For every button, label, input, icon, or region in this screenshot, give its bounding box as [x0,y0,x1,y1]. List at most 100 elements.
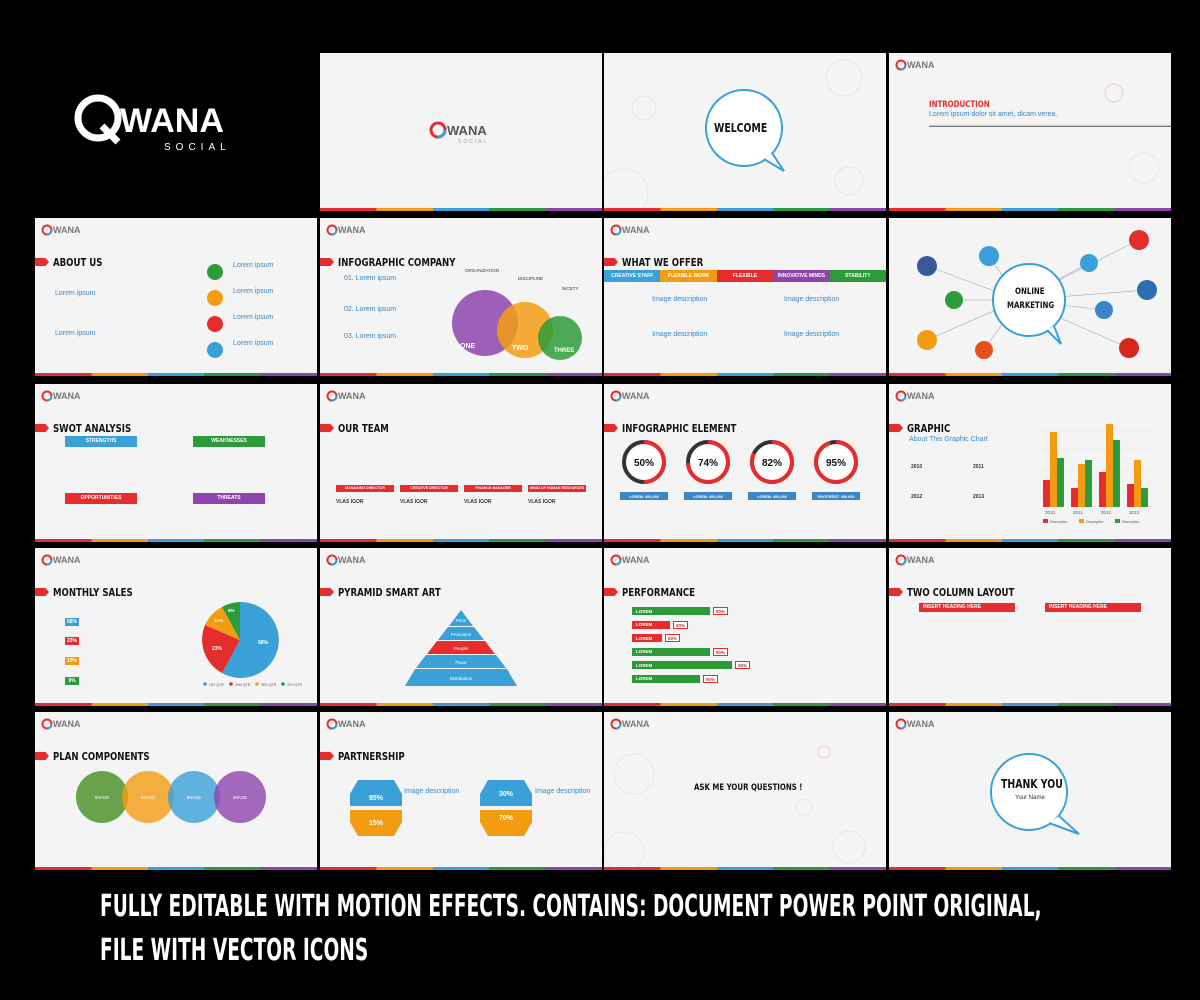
intro-text: ▬▬▬▬▬▬▬▬▬▬▬▬▬▬▬▬▬▬▬▬▬▬▬▬▬▬▬▬▬▬▬▬▬▬▬▬▬▬▬▬… [929,123,1171,128]
slide-questions[interactable]: WANA ASK ME YOUR QUESTIONS ! [604,712,886,870]
slide-plan-components[interactable]: WANA PLAN COMPONENTS IMAGE IMAGE IMAGE I… [35,712,317,870]
infocompany-item-2: 02. Lorem ipsum [344,306,397,313]
svg-text:WANA: WANA [622,391,650,401]
svg-text:WANA: WANA [338,719,366,729]
intro-title: INTRODUCTION [929,100,990,110]
mini-logo: WANA [610,224,650,236]
infocompany-title: INFOGRAPHIC COMPANY [320,256,489,269]
venn-label-3: THREE [554,348,574,354]
partner-val-1: 85% [369,795,384,802]
svg-text:WANA: WANA [338,225,366,235]
slide-infographic-element[interactable]: WANA INFOGRAPHIC ELEMENT 50% LOREM: 400,0… [604,384,886,542]
offer-desc-3: Image description [652,331,708,338]
about-item-4: Lorem ipsum [233,340,274,347]
svg-text:SOCIAL: SOCIAL [458,139,488,145]
mini-logo: WANA [41,718,81,730]
slide-swot[interactable]: WANA SWOT ANALYSIS STRENGTHS WEAKNESSES … [35,384,317,542]
slide-thank-you[interactable]: WANA THANK YOU Your Name [889,712,1171,870]
graphic-subtitle: About This Graphic Chart [909,436,988,443]
slide-welcome[interactable]: WELCOME [604,53,886,211]
sales-pie-chart: 58% 23% 10% 9% 1ST QTR 2ND QTR 3RD QTR 4… [202,601,302,687]
brand-tag: SOCIAL [164,142,231,153]
graphic-year-2: 2011 [973,464,984,470]
svg-text:WANA: WANA [907,719,935,729]
ring-progress-3 [750,440,794,484]
mini-logo: WANA [326,718,366,730]
graphic-year-3: 2012 [911,494,923,500]
sales-pct-4: 9% [65,677,79,685]
svg-text:WANA: WANA [622,719,650,729]
pie-legend-2: 2ND QTR [235,683,251,687]
swot-weaknesses: WEAKNESSES [193,436,265,447]
graphic-tick-4: 2013 [1129,510,1140,515]
slide-introduction[interactable]: WANA INTRODUCTION Lorem ipsum dolor sit … [889,53,1171,211]
slide-partnership[interactable]: WANA PARTNERSHIP 85% 15% 30% 70% Image d… [320,712,602,870]
slide-about-us[interactable]: WANA ABOUT US Lorem ipsum Lorem ipsum Lo… [35,218,317,376]
welcome-title: WELCOME [714,121,768,135]
slide-graphic[interactable]: WANA GRAPHIC About This Graphic Chart 20… [889,384,1171,542]
mini-logo: WANA [895,554,935,566]
offer-desc-1: Image description [652,296,708,303]
pyramid-level-3: People [454,646,469,651]
slide-two-column[interactable]: WANA TWO COLUMN LAYOUT INSERT HEADING HE… [889,548,1171,706]
slide-our-team[interactable]: WANA OUR TEAM MANAGING DIRECTOR VLAS IGOR… [320,384,602,542]
partner-desc-1: Image description [404,788,460,795]
offer-tab-5: STABILITY [829,270,886,282]
infoelement-rings: 50% LOREM: 400,000 74% LOREM: 400,000 82% LOR… [620,440,860,500]
pyramid-level-1: Price [456,618,467,623]
about-sub-2: Lorem ipsum [55,330,96,337]
mini-logo: WANA [895,718,935,730]
perf-bar-4 [632,647,710,656]
pyramid-chart: Price Promotion People Place Distributio… [405,610,517,686]
team-role-1: MANAGING DIRECTOR [336,485,394,492]
mini-logo: WANA [610,390,650,402]
sales-title: MONTHLY SALES [35,586,155,599]
slide-what-we-offer[interactable]: WANA WHAT WE OFFER CREATIVE STAFF FLEXIB… [604,218,886,376]
about-item-1: Lorem ipsum [233,262,274,269]
twocol-heading-2: INSERT HEADING HERE [1045,603,1141,612]
pie-label-2: 23% [212,646,223,652]
graphic-tick-3: 2012 [1101,510,1112,515]
partner-desc-2: Image description [535,788,591,795]
pie-legend-3: 3RD QTR [261,683,277,687]
footer-line-1: FULLY EDITABLE WITH MOTION EFFECTS. CONT… [100,889,1042,924]
team-member-1: VLAS IGOR [336,499,364,505]
plan-title: PLAN COMPONENTS [35,750,177,763]
twocol-title: TWO COLUMN LAYOUT [889,586,1045,599]
svg-text:WANA: WANA [447,123,487,138]
plan-label-1: IMAGE [95,795,110,800]
pyramid-title: PYRAMID SMART ART [320,586,470,599]
mini-logo: WANA [41,554,81,566]
slide-pyramid[interactable]: WANA PYRAMID SMART ART Price Promotion P… [320,548,602,706]
slide-cover[interactable]: WANA SOCIAL [320,53,602,211]
venn-top-3: NICETY [562,286,579,291]
team-role-4: HEAD OF HUMAN RESOURCES [528,485,586,492]
perf-label-2: LOREM [636,622,653,627]
svg-text:WANA: WANA [907,391,935,401]
slide-monthly-sales[interactable]: WANA MONTHLY SALES 58% 23% 10% 9% 58% 23… [35,548,317,706]
slide-performance[interactable]: WANA PERFORMANCE LOREM 80% LOREM 50% LOREM 60… [604,548,886,706]
venn-label-2: TWO [512,345,529,352]
perf-value-5: 95% [735,661,751,669]
venn-label-1: ONE [460,343,476,350]
slide-online-marketing[interactable]: ONLINE MARKETING [889,218,1171,376]
graphic-tick-2: 2011 [1073,510,1083,515]
perf-value-2: 50% [673,620,689,629]
svg-text:WANA: WANA [622,555,650,565]
perf-label-5: LOREM [636,662,653,668]
thanks-name: Your Name [1015,795,1045,801]
pie-legend-4: 4TH QTR [287,683,302,687]
perf-bar-3 [632,634,662,642]
perf-bar-5 [632,661,732,669]
mini-logo: WANA [326,554,366,566]
pyramid-level-2: Promotion [451,632,472,637]
svg-text:WANA: WANA [338,555,366,565]
perf-bar-6 [632,674,700,683]
offer-tab-1: CREATIVE STAFF [604,270,661,282]
slide-infographic-company[interactable]: WANA INFOGRAPHIC COMPANY 01. Lorem ipsum… [320,218,602,376]
partner-val-2: 15% [369,820,384,827]
ring-value-1: 50% [634,458,654,469]
perf-value-4: 80% [713,647,729,656]
swot-opportunities: OPPORTUNITIES [65,493,137,504]
ring-progress-2 [686,440,730,484]
